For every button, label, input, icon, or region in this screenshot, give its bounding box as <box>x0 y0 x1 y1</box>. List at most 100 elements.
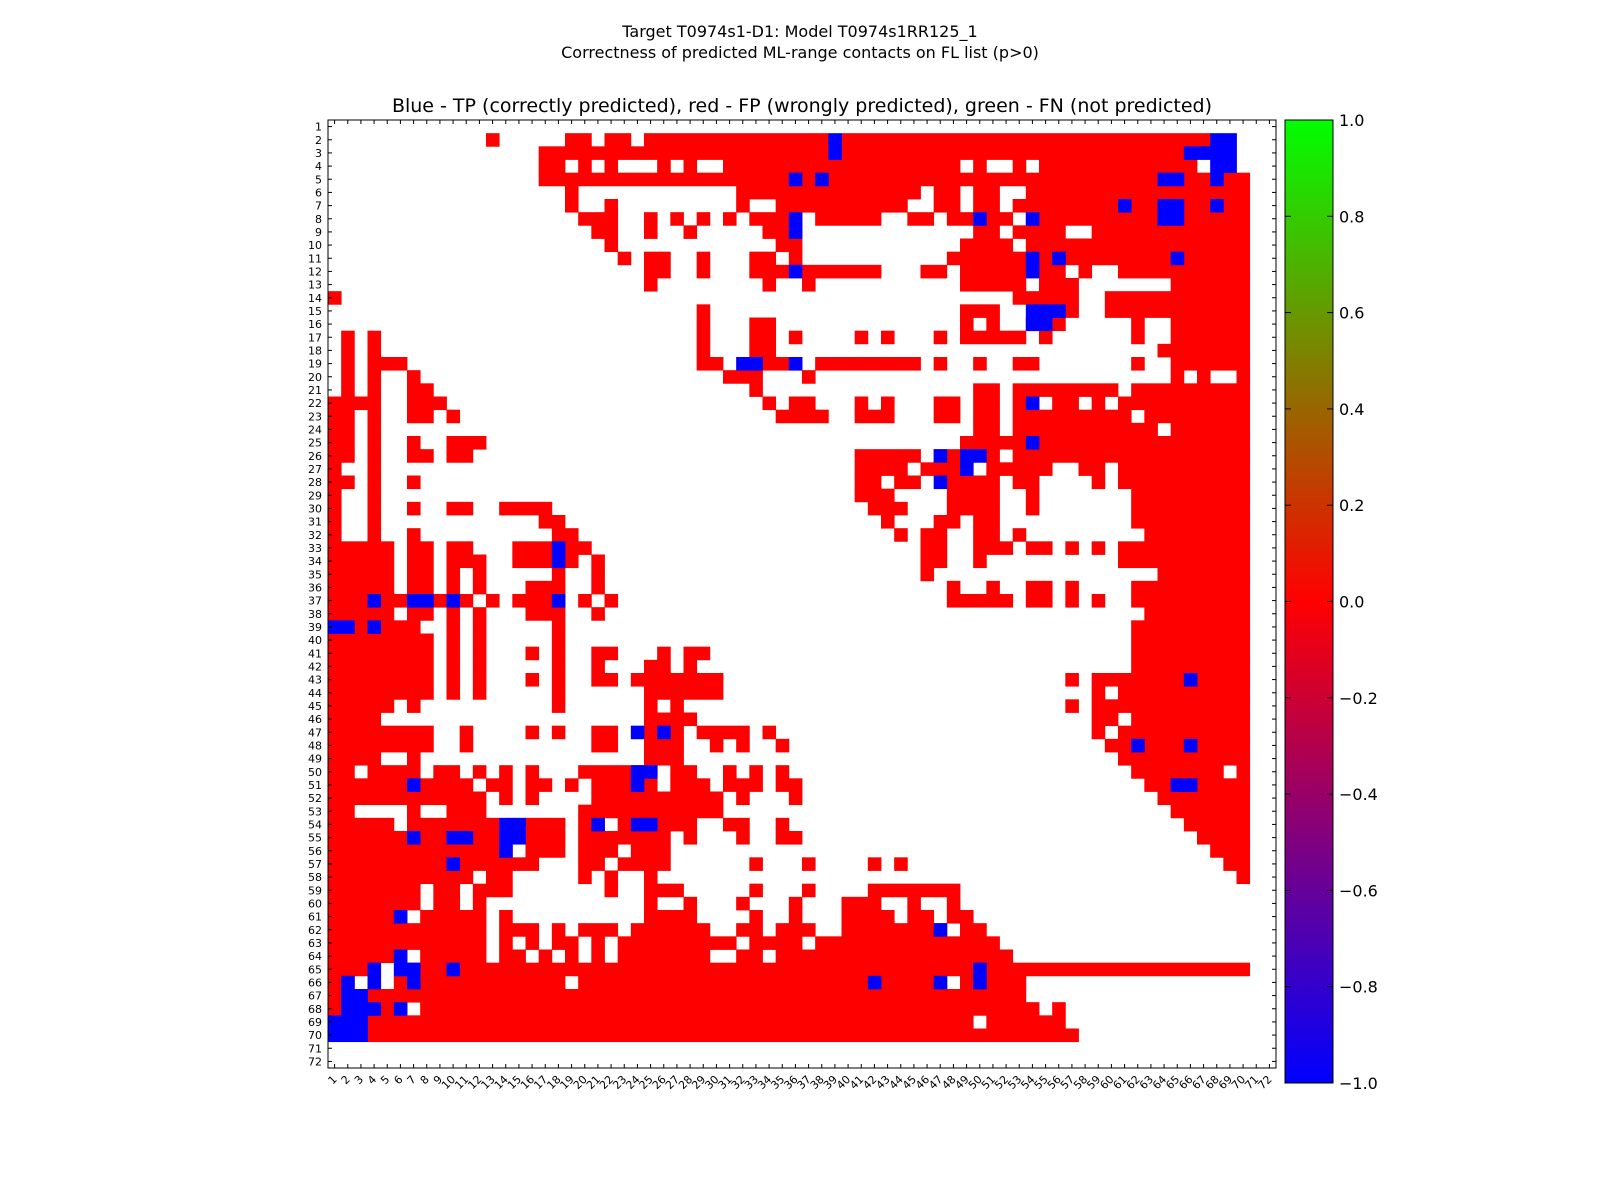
fp-cell <box>525 844 566 858</box>
tp-cell <box>1170 199 1185 213</box>
fp-cell <box>696 264 711 279</box>
fp-cell <box>617 949 711 964</box>
fp-cell <box>630 844 671 858</box>
y-tick-label: 45 <box>308 700 322 713</box>
fp-cell <box>565 554 579 569</box>
tp-cell <box>749 357 763 371</box>
fp-cell <box>1091 396 1106 411</box>
fp-cell <box>920 567 935 582</box>
fp-cell <box>1039 264 1066 279</box>
fp-cell <box>512 541 553 555</box>
fp-cell <box>933 357 948 371</box>
fp-cell <box>328 409 355 424</box>
fp-cell <box>946 580 961 595</box>
x-tick-label: 8 <box>418 1073 432 1087</box>
fp-cell <box>565 199 579 213</box>
fp-cell <box>854 396 869 411</box>
fp-cell <box>1223 172 1251 187</box>
fp-cell <box>920 541 948 555</box>
fp-cell <box>973 515 1000 529</box>
fp-cell <box>1197 738 1251 753</box>
fp-cell <box>578 594 592 608</box>
x-tick-label: 72 <box>1255 1073 1274 1092</box>
fp-cell <box>367 383 382 397</box>
tp-cell <box>960 449 974 463</box>
fp-cell <box>907 910 935 924</box>
fp-cell <box>683 831 698 845</box>
tp-cell <box>393 962 408 977</box>
tp-cell <box>933 923 948 937</box>
y-tick-label: 60 <box>308 897 322 910</box>
fp-cell <box>696 343 711 358</box>
fp-cell <box>591 659 605 674</box>
tp-cell <box>630 765 645 779</box>
y-tick-label: 59 <box>308 884 322 897</box>
fp-cell <box>933 409 961 424</box>
fp-cell <box>1197 370 1211 384</box>
y-tick-label: 33 <box>308 542 322 555</box>
y-tick-label: 42 <box>308 660 322 673</box>
tp-cell <box>591 817 605 832</box>
y-tick-label: 48 <box>308 739 322 752</box>
fp-cell <box>1025 488 1040 503</box>
tp-cell <box>341 1028 355 1043</box>
fp-cell <box>367 330 382 345</box>
fp-cell <box>578 844 619 858</box>
fp-cell <box>367 501 382 516</box>
fp-cell <box>723 159 961 174</box>
tp-cell <box>1025 396 1040 411</box>
fp-cell <box>341 383 355 397</box>
fp-cell <box>446 620 461 634</box>
fp-cell <box>960 317 974 332</box>
fp-cell <box>604 199 619 213</box>
x-tick-label: 6 <box>391 1073 405 1087</box>
x-tick-label: 5 <box>378 1073 392 1087</box>
fp-cell <box>407 607 434 621</box>
fp-cell <box>472 673 487 687</box>
fp-cell <box>1078 264 1093 279</box>
fp-cell <box>472 765 487 779</box>
tp-cell <box>1025 212 1040 226</box>
fp-cell <box>1012 383 1119 397</box>
fp-cell <box>328 594 368 608</box>
fp-cell <box>1025 580 1053 595</box>
fp-cell <box>696 686 724 700</box>
y-tick-label: 23 <box>308 410 322 423</box>
fp-cell <box>328 515 342 529</box>
fp-cell <box>446 409 461 424</box>
fp-cell <box>986 317 1000 332</box>
y-tick-label: 3 <box>315 147 322 160</box>
fp-cell <box>749 936 803 950</box>
tp-cell <box>1197 146 1211 160</box>
fp-cell <box>696 357 724 371</box>
fp-cell <box>775 238 803 253</box>
fp-cell <box>1104 738 1132 753</box>
tp-cell <box>1052 304 1066 318</box>
y-tick-label: 12 <box>308 265 322 278</box>
fp-cell <box>1104 291 1251 305</box>
fp-cell <box>683 659 698 674</box>
fp-cell <box>328 686 434 700</box>
fp-cell <box>499 501 553 516</box>
plot-frame <box>327 119 1277 1069</box>
fp-cell <box>407 817 500 832</box>
fp-cell <box>328 291 342 305</box>
x-tick-label: 7 <box>405 1073 419 1087</box>
fp-cell <box>841 146 1185 160</box>
y-tick-label: 6 <box>315 186 322 199</box>
fp-cell <box>670 778 711 792</box>
fp-cell <box>1025 185 1251 200</box>
fp-cell <box>841 910 895 924</box>
colorbar-tick-label: −1.0 <box>1339 1074 1378 1093</box>
tp-cell <box>1183 673 1198 687</box>
fp-cell <box>407 554 434 569</box>
fp-cell <box>525 580 566 595</box>
fp-cell <box>1131 330 1145 345</box>
fp-cell <box>407 370 421 384</box>
colorbar-tick-label: 0.6 <box>1339 304 1364 323</box>
fp-cell <box>407 501 421 516</box>
fp-cell <box>341 370 355 384</box>
fp-cell <box>1039 278 1079 292</box>
tp-cell <box>973 212 987 226</box>
fp-cell <box>591 936 605 950</box>
